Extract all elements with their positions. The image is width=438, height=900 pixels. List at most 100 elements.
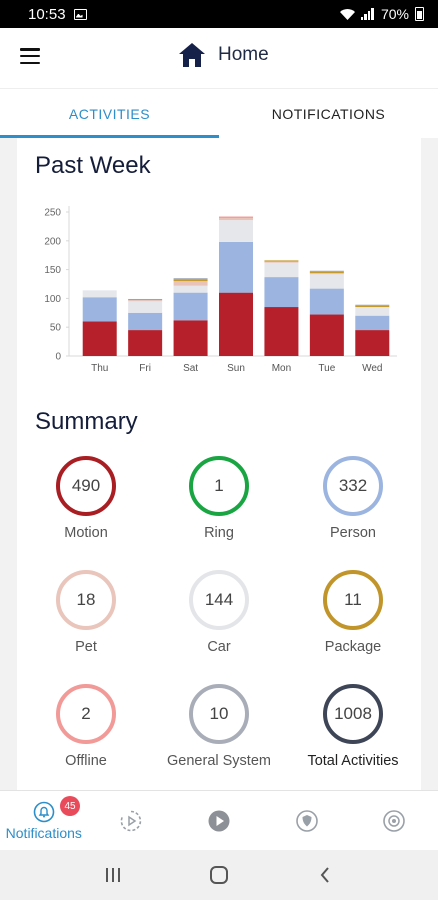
bar-segment: [264, 277, 299, 308]
bar-segment: [219, 216, 253, 218]
past-week-title: Past Week: [35, 152, 151, 179]
bar-segment: [264, 261, 299, 263]
summary-label: Total Activities: [307, 753, 399, 769]
bar-segment: [128, 312, 163, 331]
battery-icon: [415, 7, 424, 21]
summary-item-offline[interactable]: 2 Offline: [17, 684, 156, 769]
bar-segment: [264, 262, 299, 278]
nav-replay[interactable]: [88, 791, 176, 850]
hamburger-icon[interactable]: [20, 48, 40, 64]
system-nav-bar: [0, 850, 438, 900]
summary-count-ring: 1008: [323, 684, 383, 744]
bar-segment: [173, 278, 208, 280]
bar-segment: [309, 271, 344, 274]
x-tick-label: Wed: [362, 363, 382, 374]
bar-segment: [128, 330, 163, 356]
recents-icon: [106, 868, 120, 882]
nav-security[interactable]: [263, 791, 351, 850]
bar-segment: [128, 300, 163, 302]
y-tick-label: 150: [44, 265, 61, 276]
bar-segment: [264, 260, 299, 262]
summary-label: Ring: [204, 525, 234, 541]
summary-item-person[interactable]: 332 Person: [283, 456, 421, 541]
summary-item-motion[interactable]: 490 Motion: [17, 456, 156, 541]
bell-icon: [33, 801, 55, 822]
back-icon: [320, 867, 329, 883]
summary-item-general-system[interactable]: 10 General System: [149, 684, 289, 769]
bar-segment: [173, 285, 208, 293]
nav-notifications-label: Notifications: [5, 824, 82, 841]
summary-label: Package: [324, 639, 382, 655]
recents-button[interactable]: [93, 860, 133, 890]
x-tick-label: Fri: [139, 363, 151, 374]
bar-segment: [82, 297, 117, 322]
page-title: Home: [218, 44, 269, 65]
summary-item-car[interactable]: 144 Car: [149, 570, 289, 655]
summary-count-ring: 1: [189, 456, 249, 516]
bar-segment: [173, 281, 208, 286]
bar-segment: [173, 279, 208, 282]
bar-segment: [173, 292, 208, 321]
past-week-chart: 0 50 100 150 200 250 Thu Fri Sat Sun Mon Tue Wed: [44, 206, 397, 374]
summary-label: Pet: [75, 639, 97, 655]
wifi-icon: [339, 8, 355, 20]
bar-segment: [219, 217, 253, 221]
bar-segment: [264, 307, 299, 356]
summary-count-ring: 11: [323, 570, 383, 630]
bottom-nav: 45 Notifications: [0, 790, 438, 850]
nav-notifications[interactable]: 45 Notifications: [0, 791, 88, 850]
status-bar: 10:53 70%: [0, 0, 438, 28]
bar-segment: [355, 305, 390, 308]
shield-icon: [295, 809, 318, 832]
notification-badge: 45: [60, 796, 80, 816]
summary-label: Motion: [64, 525, 108, 541]
tab-activities[interactable]: ACTIVITIES: [0, 89, 219, 138]
y-tick-label: 100: [44, 294, 61, 305]
bar-segment: [82, 321, 117, 356]
bar-segment: [219, 292, 253, 356]
summary-item-pet[interactable]: 18 Pet: [17, 570, 156, 655]
summary-label: Offline: [65, 753, 107, 769]
bar-segment: [355, 307, 390, 316]
gallery-icon: [73, 8, 87, 20]
bar-segment: [309, 288, 344, 315]
camera-icon: [383, 809, 405, 832]
bar-segment: [309, 273, 344, 275]
home-icon: [179, 43, 205, 67]
x-tick-label: Sun: [227, 363, 245, 374]
y-tick-label: 200: [44, 236, 61, 247]
x-tick-label: Tue: [318, 363, 335, 374]
y-tick-label: 50: [50, 323, 62, 334]
play-icon: [208, 810, 230, 831]
summary-label: Person: [330, 525, 376, 541]
x-tick-label: Sat: [183, 363, 198, 374]
bar-segment: [128, 301, 163, 313]
summary-count-ring: 490: [56, 456, 116, 516]
y-tick-label: 0: [55, 352, 61, 363]
bar-segment: [309, 270, 344, 272]
summary-item-total-activities[interactable]: 1008 Total Activities: [283, 684, 421, 769]
back-button[interactable]: [305, 860, 345, 890]
bar-segment: [173, 320, 208, 356]
summary-item-ring[interactable]: 1 Ring: [149, 456, 289, 541]
summary-count-ring: 144: [189, 570, 249, 630]
header-title: Home: [178, 42, 269, 68]
summary-label: Car: [207, 639, 231, 655]
nav-live[interactable]: [175, 791, 263, 850]
summary-title: Summary: [35, 408, 138, 435]
x-tick-label: Thu: [91, 363, 108, 374]
bar-segment: [309, 314, 344, 356]
app-bar: Home: [0, 28, 438, 88]
home-button[interactable]: [199, 860, 239, 890]
bar-segment: [355, 315, 390, 331]
summary-count-ring: 332: [323, 456, 383, 516]
tab-notifications[interactable]: NOTIFICATIONS: [271, 105, 386, 122]
nav-devices[interactable]: [350, 791, 438, 850]
summary-count-ring: 10: [189, 684, 249, 744]
summary-item-package[interactable]: 11 Package: [283, 570, 421, 655]
summary-label: General System: [167, 753, 271, 769]
replay-icon: [121, 810, 142, 831]
battery-percent: 70%: [380, 6, 409, 22]
home-circle-icon: [210, 866, 228, 884]
bar-segment: [219, 241, 253, 293]
